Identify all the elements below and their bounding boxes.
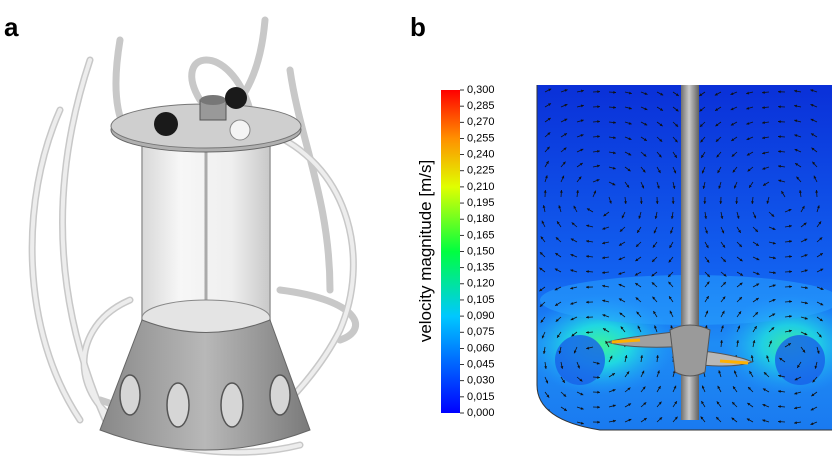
blade-tip-high-velocity bbox=[720, 361, 748, 363]
flow-arrow-head bbox=[564, 423, 567, 426]
colorbar-tick-label: 0,045 bbox=[467, 358, 495, 370]
colorbar-tick-label: 0,195 bbox=[467, 197, 495, 209]
colorbar-tick-label: 0,300 bbox=[467, 84, 495, 96]
flow-arrow-head bbox=[548, 423, 551, 426]
cap bbox=[154, 112, 178, 136]
colorbar-tick-label: 0,090 bbox=[467, 310, 495, 322]
colorbar-ticks: 0,300 0,285 0,270 0,255 0,240 0,225 0,210 0,195… bbox=[460, 84, 495, 419]
colorbar-tick-label: 0,015 bbox=[467, 391, 495, 403]
colorbar-tick-label: 0,150 bbox=[467, 245, 495, 257]
colorbar-tick-label: 0,120 bbox=[467, 278, 495, 290]
hub bbox=[670, 325, 710, 376]
cap bbox=[225, 87, 247, 109]
cap bbox=[230, 120, 250, 140]
colorbar-tick-label: 0,210 bbox=[467, 181, 495, 193]
blade-tip-high-velocity bbox=[612, 340, 640, 342]
colorbar-tick-label: 0,075 bbox=[467, 326, 495, 338]
colorbar bbox=[441, 90, 460, 413]
panel-label: a bbox=[4, 12, 19, 42]
colorbar-tick-label: 0,135 bbox=[467, 262, 495, 274]
flow-arrow bbox=[545, 422, 551, 426]
colorbar-tick-label: 0,270 bbox=[467, 116, 495, 128]
colorbar-tick-label: 0,225 bbox=[467, 165, 495, 177]
colorbar-tick-label: 0,255 bbox=[467, 132, 495, 144]
vessel bbox=[100, 87, 310, 450]
colorbar-tick-label: 0,105 bbox=[467, 294, 495, 306]
colorbar-tick-label: 0,240 bbox=[467, 149, 495, 161]
cfd-field bbox=[525, 85, 832, 430]
panel-label: b bbox=[410, 12, 426, 42]
flow-arrow bbox=[561, 422, 567, 425]
colorbar-tick-label: 0,180 bbox=[467, 213, 495, 225]
colorbar-tick-label: 0,285 bbox=[467, 100, 495, 112]
colorbar-label: velocity magnitude [m/s] bbox=[416, 160, 435, 342]
colorbar-tick-label: 0,000 bbox=[467, 407, 495, 419]
colorbar-tick-label: 0,060 bbox=[467, 342, 495, 354]
colorbar-tick-label: 0,030 bbox=[467, 375, 495, 387]
colorbar-tick-label: 0,165 bbox=[467, 229, 495, 241]
